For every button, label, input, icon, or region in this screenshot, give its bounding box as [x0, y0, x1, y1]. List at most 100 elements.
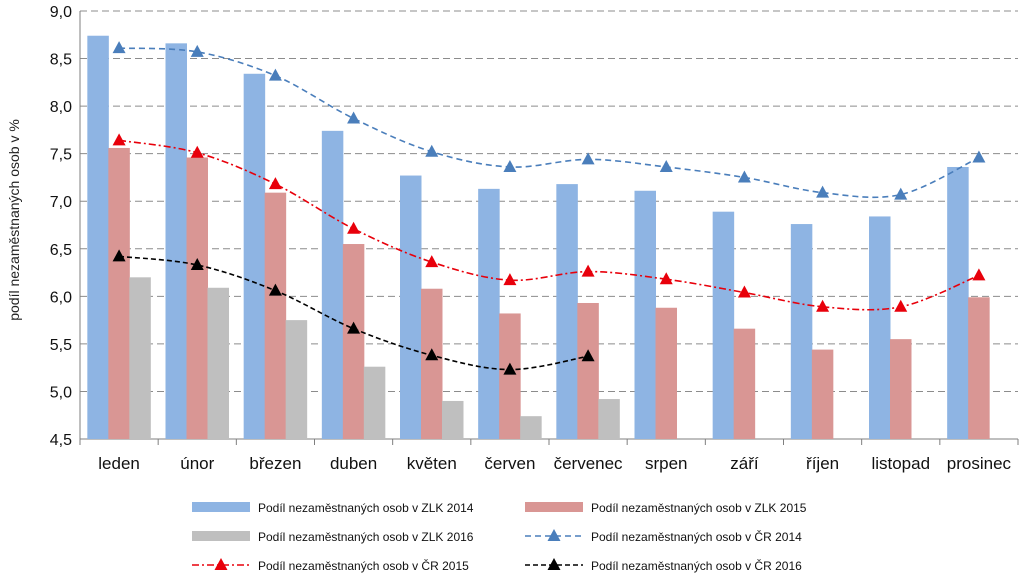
line-1-point	[737, 170, 751, 183]
line-1-point	[659, 159, 673, 172]
line-1-point	[503, 159, 517, 172]
bar-3-červenec	[598, 399, 620, 439]
line-series	[112, 41, 986, 375]
y-tick-label: 7,0	[50, 194, 72, 211]
bar-1-říjen	[790, 224, 813, 439]
legend-item: Podíl nezaměstnaných osob v ZLK 2016	[192, 530, 474, 544]
x-tick-label: červen	[484, 454, 535, 473]
x-tick-label: březen	[249, 454, 301, 473]
bar-3-leden	[129, 277, 151, 439]
axes	[79, 11, 1019, 445]
line-3-point	[503, 362, 517, 375]
line-2-point	[816, 299, 830, 312]
line-1-point	[425, 144, 439, 157]
x-tick-label: květen	[407, 454, 457, 473]
bar-1-září	[712, 211, 735, 439]
line-1-point	[972, 150, 986, 163]
bar-3-duben	[363, 366, 386, 439]
legend-swatch	[192, 531, 250, 541]
bar-3-březen	[285, 320, 308, 439]
bar-2-září	[733, 328, 756, 439]
x-tick-label: listopad	[871, 454, 930, 473]
bar-series	[87, 35, 990, 440]
y-tick-label: 7,5	[50, 147, 72, 164]
legend-marker	[547, 558, 561, 570]
line-1-point	[112, 41, 126, 54]
line-2-point	[347, 221, 361, 234]
x-tick-label: srpen	[645, 454, 688, 473]
line-3-point	[190, 257, 204, 270]
x-tick-label: září	[730, 454, 759, 473]
bar-1-květen	[400, 175, 422, 439]
bar-2-duben	[342, 244, 365, 439]
legend-label: Podíl nezaměstnaných osob v ČR 2016	[591, 558, 802, 573]
legend-marker	[214, 558, 228, 570]
bar-1-listopad	[869, 216, 891, 439]
y-tick-label: 8,5	[50, 52, 72, 69]
line-1-point	[347, 111, 361, 124]
x-tick-label: duben	[330, 454, 377, 473]
bar-1-červenec	[556, 184, 578, 439]
line-2-point	[737, 285, 751, 298]
line-1-point	[894, 187, 908, 200]
line-2-point	[503, 273, 517, 286]
legend-marker	[547, 529, 561, 541]
x-tick-label: leden	[98, 454, 140, 473]
line-2-point	[268, 177, 282, 190]
bar-1-březen	[243, 73, 266, 440]
bar-2-leden	[108, 147, 130, 439]
bar-3-květen	[442, 400, 464, 439]
bar-2-květen	[421, 288, 443, 439]
y-tick-label: 5,0	[50, 384, 72, 401]
line-2-point	[112, 133, 126, 146]
line-1-point	[268, 68, 282, 81]
bar-2-březen	[264, 192, 287, 439]
line-3-point	[425, 348, 439, 361]
y-tick-label: 5,5	[50, 337, 72, 354]
bar-2-srpen	[655, 307, 677, 439]
bar-3-červen	[520, 416, 542, 439]
y-tick-label: 6,5	[50, 242, 72, 259]
bar-1-leden	[87, 35, 109, 440]
legend-label: Podíl nezaměstnaných osob v ZLK 2014	[258, 501, 474, 515]
line-2-point	[659, 272, 673, 285]
legend-item: Podíl nezaměstnaných osob v ČR 2015	[192, 558, 469, 573]
line-3-point	[268, 283, 282, 296]
legend-label: Podíl nezaměstnaných osob v ZLK 2016	[258, 530, 474, 544]
bar-2-říjen	[811, 349, 834, 439]
y-axis-label: podíl nezaměstnaných osob v %	[6, 119, 22, 321]
line-series-1	[119, 47, 980, 199]
line-1-point	[581, 152, 595, 165]
legend-item: Podíl nezaměstnaných osob v ZLK 2014	[192, 501, 474, 515]
legend-swatch	[192, 502, 250, 512]
line-2-point	[581, 264, 595, 277]
y-tick-label: 6,0	[50, 289, 72, 306]
line-2-point	[972, 268, 986, 281]
bar-2-listopad	[890, 339, 912, 439]
line-1-point	[816, 185, 830, 198]
bar-1-červen	[478, 188, 500, 439]
bar-2-únor	[186, 157, 208, 439]
x-tick-label: únor	[180, 454, 214, 473]
legend-swatch	[525, 502, 583, 512]
line-2-point	[425, 255, 439, 268]
legend-item: Podíl nezaměstnaných osob v ZLK 2015	[525, 501, 807, 515]
tick-labels: 4,5 5,0 5,5 6,0 6,5 7,0 7,5 8,0 8,5 9,0 leden únor b…	[50, 4, 1012, 473]
line-3-point	[347, 321, 361, 334]
y-tick-label: 8,0	[50, 99, 72, 116]
line-series-2	[118, 139, 980, 311]
legend-item: Podíl nezaměstnaných osob v ČR 2016	[525, 558, 802, 573]
grid-lines	[80, 10, 1018, 392]
bar-1-duben	[321, 130, 344, 439]
bar-1-srpen	[634, 190, 656, 439]
legend-label: Podíl nezaměstnaných osob v ČR 2015	[258, 558, 469, 573]
bar-1-prosinec	[947, 166, 969, 439]
y-tick-label: 4,5	[50, 432, 72, 449]
line-3-point	[581, 349, 595, 362]
line-3-point	[112, 249, 126, 262]
line-1-point	[190, 44, 204, 57]
x-tick-label: prosinec	[947, 454, 1012, 473]
bar-2-červenec	[577, 302, 599, 439]
legend-item: Podíl nezaměstnaných osob v ČR 2014	[525, 529, 802, 544]
